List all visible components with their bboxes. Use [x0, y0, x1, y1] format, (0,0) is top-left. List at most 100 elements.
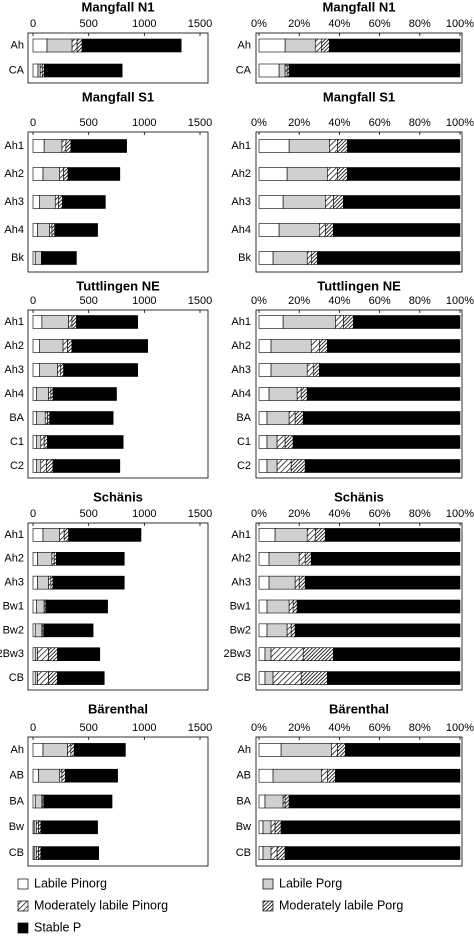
bar-segment — [343, 195, 461, 209]
bar-segment — [59, 528, 65, 542]
bar-segment — [270, 339, 312, 353]
category-label: Ah1 — [231, 529, 251, 541]
bar-segment — [333, 223, 461, 237]
bar-segment — [272, 768, 322, 783]
bar-segment — [36, 599, 45, 614]
bar-segment — [258, 411, 268, 425]
x-tick-label: 20% — [288, 18, 310, 30]
bar-segment — [318, 363, 461, 377]
bar-segment — [294, 623, 461, 638]
panel-title: Mangfall S1 — [323, 89, 395, 104]
bar-segment — [258, 671, 266, 685]
bar-segment — [290, 459, 306, 473]
x-tick-label: 1000 — [132, 18, 156, 30]
category-label: Ah1 — [231, 140, 251, 152]
bar-segment — [347, 167, 461, 181]
bar-segment — [34, 251, 42, 265]
bar-segment — [316, 251, 461, 265]
bar-segment — [345, 743, 461, 757]
x-tick-label: 100% — [446, 18, 474, 30]
category-label: BA — [9, 795, 24, 807]
x-tick-label: 1000 — [132, 722, 156, 734]
bar-segment — [62, 195, 106, 209]
category-label: AB — [9, 770, 24, 782]
bar-segment — [258, 38, 286, 53]
panel-title: Schänis — [93, 489, 143, 504]
bar-segment — [325, 528, 461, 542]
bar-segment — [258, 315, 284, 329]
bar-segment — [57, 671, 105, 685]
x-tick-label: 40% — [328, 117, 350, 129]
category-label: Ah2 — [231, 340, 251, 352]
bar-segment — [36, 846, 39, 860]
bar-segment — [48, 647, 58, 662]
bar-segment — [40, 435, 45, 449]
bar-segment — [47, 435, 124, 449]
bar-segment — [39, 195, 56, 209]
bar-segment — [264, 647, 272, 662]
bar-segment — [318, 339, 328, 353]
bar-segment — [284, 38, 316, 53]
x-tick-label: 80% — [409, 18, 431, 30]
bar-segment — [258, 167, 288, 181]
category-label: AB — [236, 770, 251, 782]
category-label: C2 — [10, 460, 24, 472]
category-label: Ah3 — [231, 577, 251, 589]
bar-segment — [300, 671, 328, 685]
bar-segment — [36, 820, 39, 835]
bar-segment — [40, 459, 47, 473]
x-tick-label: 1000 — [132, 508, 156, 520]
bar-segment — [329, 139, 338, 153]
x-tick-label: 1500 — [188, 722, 212, 734]
bar-segment — [258, 363, 272, 377]
category-label: Ah2 — [4, 340, 24, 352]
bar-segment — [300, 387, 308, 401]
bar-segment — [258, 459, 268, 473]
bar-segment — [258, 743, 282, 757]
category-label: Ah2 — [231, 168, 251, 180]
legend-swatch — [17, 900, 29, 912]
category-label: CB — [236, 672, 251, 684]
category-label: Ah — [238, 39, 251, 51]
bar-segment — [50, 387, 54, 401]
bar-segment — [280, 820, 461, 835]
bar-segment — [51, 223, 56, 237]
bar-segment — [258, 820, 264, 835]
bar-segment — [278, 223, 320, 237]
bar-segment — [52, 459, 121, 473]
x-tick-label: 100% — [446, 508, 474, 520]
panel-title: Tuttlingen NE — [76, 278, 160, 293]
bar-segment — [335, 768, 461, 783]
bar-segment — [333, 647, 461, 662]
bar-segment — [296, 599, 461, 614]
bar-segment — [347, 139, 461, 153]
bar-segment — [314, 38, 322, 53]
category-label: BA — [9, 412, 24, 424]
bar-segment — [304, 575, 461, 590]
category-label: Ah — [11, 39, 24, 51]
x-tick-label: 500 — [79, 295, 97, 307]
bar-segment — [298, 551, 306, 566]
x-tick-label: 1000 — [132, 295, 156, 307]
bar-segment — [310, 339, 320, 353]
legend-swatch — [262, 878, 274, 890]
category-label: Ah4 — [231, 388, 251, 400]
bar-segment — [280, 743, 332, 757]
legend-label: Stable P — [34, 920, 81, 934]
bar-segment — [321, 768, 328, 783]
bar-segment — [266, 411, 290, 425]
category-label: Ah2 — [231, 553, 251, 565]
bar-segment — [32, 623, 36, 638]
x-tick-label: 1500 — [188, 508, 212, 520]
bar-segment — [32, 139, 45, 153]
bar-segment — [32, 411, 37, 425]
bar-segment — [282, 794, 286, 809]
x-tick-label: 80% — [409, 295, 431, 307]
bar-segment — [258, 768, 274, 783]
bar-segment — [266, 599, 290, 614]
bar-segment — [274, 528, 308, 542]
bar-segment — [71, 38, 78, 53]
category-label: Ah3 — [231, 196, 251, 208]
bar-segment — [294, 411, 304, 425]
